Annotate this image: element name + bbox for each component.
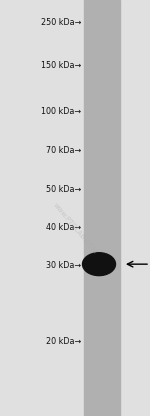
Text: 40 kDa→: 40 kDa→ <box>46 223 81 233</box>
Text: 20 kDa→: 20 kDa→ <box>46 337 81 346</box>
Text: 50 kDa→: 50 kDa→ <box>46 185 81 194</box>
Text: 70 kDa→: 70 kDa→ <box>46 146 81 155</box>
Text: 150 kDa→: 150 kDa→ <box>41 61 81 70</box>
Bar <box>120 0 150 416</box>
Ellipse shape <box>82 253 116 275</box>
Text: 30 kDa→: 30 kDa→ <box>46 261 81 270</box>
Text: 100 kDa→: 100 kDa→ <box>41 107 81 116</box>
Bar <box>84 0 120 416</box>
Text: www.PTGLAB.COM: www.PTGLAB.COM <box>52 202 98 255</box>
Bar <box>0 0 84 416</box>
Text: 250 kDa→: 250 kDa→ <box>41 18 81 27</box>
